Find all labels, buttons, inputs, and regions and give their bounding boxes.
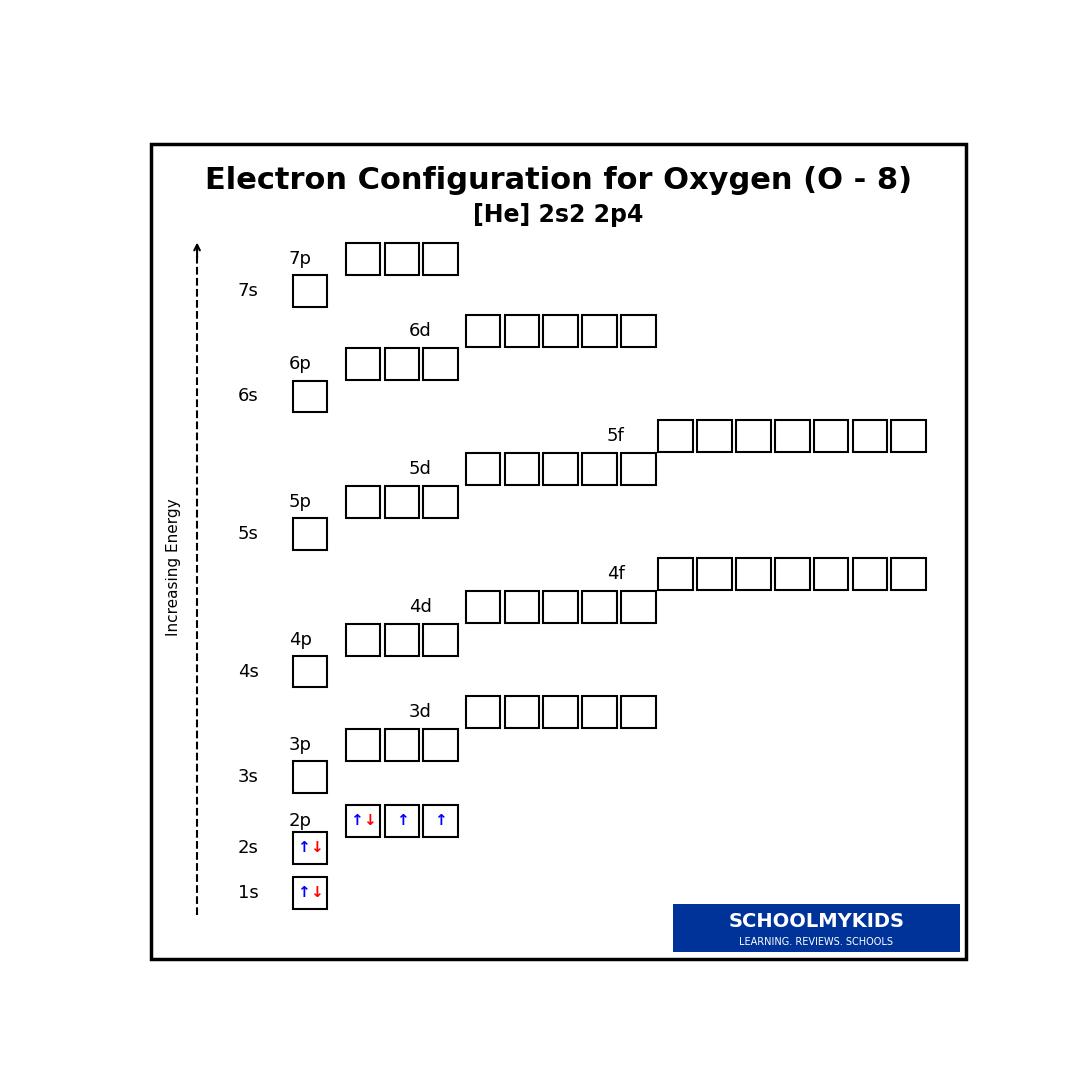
Text: 4p: 4p (289, 631, 312, 649)
Bar (658, 559, 693, 590)
Text: Increasing Energy: Increasing Energy (166, 498, 181, 636)
Bar (385, 486, 420, 518)
Text: ↓: ↓ (363, 813, 376, 829)
Bar (582, 315, 617, 347)
Bar (423, 243, 458, 274)
Bar (346, 624, 380, 656)
Bar (852, 559, 887, 590)
Bar (544, 315, 578, 347)
Bar (698, 420, 731, 452)
Bar (698, 559, 731, 590)
Bar (292, 761, 327, 793)
Bar (346, 347, 380, 380)
Bar (385, 730, 420, 761)
Bar (505, 696, 540, 727)
Text: 5p: 5p (289, 493, 312, 511)
Bar (505, 453, 540, 485)
Text: 2p: 2p (289, 811, 312, 830)
Bar (465, 315, 500, 347)
Text: ↑: ↑ (396, 813, 409, 829)
Text: [He] 2s2 2p4: [He] 2s2 2p4 (473, 203, 644, 227)
Text: ↓: ↓ (310, 840, 323, 855)
Text: LEARNING. REVIEWS. SCHOOLS: LEARNING. REVIEWS. SCHOOLS (739, 937, 894, 946)
Bar (346, 730, 380, 761)
Bar (673, 904, 960, 953)
Bar (292, 518, 327, 550)
Bar (292, 274, 327, 307)
Bar (892, 559, 926, 590)
Bar (736, 420, 771, 452)
Bar (544, 696, 578, 727)
Bar (292, 656, 327, 687)
Text: 3s: 3s (238, 768, 258, 786)
Bar (385, 347, 420, 380)
Text: 6s: 6s (238, 388, 258, 405)
Bar (775, 559, 810, 590)
Bar (582, 696, 617, 727)
Bar (814, 559, 848, 590)
Bar (582, 591, 617, 623)
Text: ↓: ↓ (310, 885, 323, 901)
Text: ↑: ↑ (298, 840, 310, 855)
Bar (582, 453, 617, 485)
Bar (892, 420, 926, 452)
Text: 5f: 5f (607, 427, 625, 445)
Text: ↑: ↑ (435, 813, 447, 829)
Bar (385, 243, 420, 274)
Text: 5d: 5d (409, 460, 432, 478)
Bar (423, 730, 458, 761)
Bar (736, 559, 771, 590)
Bar (423, 624, 458, 656)
Text: 4s: 4s (238, 662, 258, 681)
Bar (621, 591, 656, 623)
Bar (505, 315, 540, 347)
Text: 1s: 1s (238, 884, 258, 902)
Bar (544, 591, 578, 623)
Bar (621, 453, 656, 485)
Text: 4d: 4d (409, 598, 432, 616)
Text: 7s: 7s (238, 282, 258, 299)
Bar (505, 591, 540, 623)
Text: ↑: ↑ (298, 885, 310, 901)
Bar (658, 420, 693, 452)
Bar (385, 624, 420, 656)
Bar (775, 420, 810, 452)
Bar (621, 696, 656, 727)
Text: Electron Configuration for Oxygen (O - 8): Electron Configuration for Oxygen (O - 8… (205, 167, 912, 196)
Bar (423, 486, 458, 518)
Bar (346, 243, 380, 274)
Bar (621, 315, 656, 347)
Bar (814, 420, 848, 452)
Text: 4f: 4f (607, 565, 625, 584)
Bar (465, 696, 500, 727)
Bar (292, 380, 327, 413)
Bar (465, 591, 500, 623)
Bar (852, 420, 887, 452)
Bar (465, 453, 500, 485)
Text: 6p: 6p (289, 355, 312, 372)
Bar (292, 832, 327, 864)
Text: SCHOOLMYKIDS: SCHOOLMYKIDS (728, 913, 905, 931)
Bar (544, 453, 578, 485)
Text: 6d: 6d (409, 322, 432, 340)
Bar (346, 486, 380, 518)
Text: 2s: 2s (238, 839, 258, 857)
Bar (423, 805, 458, 836)
Text: ↑: ↑ (351, 813, 363, 829)
Text: 7p: 7p (289, 250, 312, 268)
Text: 3p: 3p (289, 736, 312, 755)
Text: 3d: 3d (409, 702, 432, 721)
Bar (423, 347, 458, 380)
Bar (346, 805, 380, 836)
Bar (385, 805, 420, 836)
Bar (292, 877, 327, 909)
Text: 5s: 5s (238, 525, 258, 543)
